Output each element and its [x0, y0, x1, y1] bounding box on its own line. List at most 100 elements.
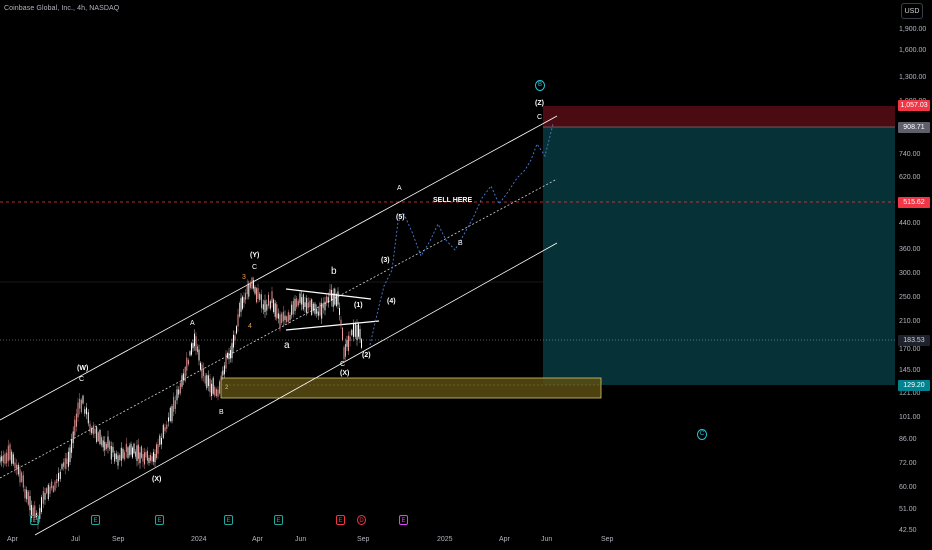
candle-body [184, 367, 186, 382]
earnings-marker-icon[interactable]: E [336, 515, 345, 525]
candle-body [254, 287, 256, 294]
price-tick-label: 620.00 [899, 174, 921, 181]
candle-body [299, 293, 301, 303]
candle-body [147, 450, 148, 461]
candle-body [77, 402, 79, 418]
candle-body [132, 447, 133, 458]
candle-body [115, 453, 117, 459]
triangle-lower-line[interactable] [285, 320, 380, 331]
wave-label: (X) [340, 370, 350, 377]
candle-body [248, 283, 250, 297]
candle-body [214, 387, 216, 396]
candle-body [32, 507, 34, 516]
earnings-marker-icon[interactable]: E [224, 515, 233, 525]
candle-body [17, 464, 19, 475]
earnings-marker-icon[interactable]: E [399, 515, 408, 525]
candle-body [16, 464, 18, 470]
candle-body [189, 351, 191, 356]
candle-body [354, 323, 356, 337]
candle-body [91, 428, 93, 434]
candle-body [181, 375, 183, 387]
sell-price-badge: 515.62 [898, 197, 930, 208]
time-label: Jul [71, 536, 80, 543]
candle-body [161, 438, 162, 445]
triangle-upper-line[interactable] [285, 288, 372, 300]
candle-body [166, 424, 168, 429]
candle-body [345, 344, 346, 357]
earnings-marker-icon[interactable]: E [274, 515, 283, 525]
candle-body [269, 301, 271, 309]
candle-body [169, 407, 171, 421]
wave-label: B [219, 409, 224, 416]
currency-button[interactable]: USD [901, 3, 923, 19]
channel-lower-line[interactable] [34, 242, 558, 536]
wave-label: (W) [77, 365, 89, 372]
circled-wave-c-icon: C [697, 429, 707, 440]
candle-body [22, 475, 24, 488]
candle-body [6, 452, 8, 464]
candle-body [151, 456, 153, 462]
candle-body [1, 456, 3, 462]
candle-body [340, 319, 342, 326]
time-label: 2025 [437, 536, 453, 543]
wave-label: a [284, 340, 290, 351]
candle-body [281, 313, 283, 323]
wave-label: (1) [354, 302, 363, 309]
earnings-marker-icon[interactable]: E [155, 515, 164, 525]
candle-body [178, 389, 180, 395]
candle-body [102, 440, 104, 448]
candle-body [71, 439, 73, 453]
candle-body [84, 409, 86, 414]
time-label: Jun [541, 536, 553, 543]
candle-body [294, 298, 296, 311]
candle-body [296, 298, 298, 307]
candle-body [198, 349, 200, 361]
split-marker-icon[interactable]: D [357, 515, 366, 525]
candle-body [156, 444, 157, 458]
channel-upper-line[interactable] [0, 115, 558, 421]
candle-body [124, 452, 126, 460]
candle-body [63, 462, 65, 467]
candle-body [129, 445, 130, 456]
candle-body [120, 447, 122, 461]
candle-body [326, 296, 328, 303]
candle-body [231, 343, 233, 359]
candle-body [49, 486, 51, 494]
candle-body [194, 333, 195, 347]
candle-body [127, 447, 129, 458]
earnings-marker-icon[interactable]: E [30, 515, 39, 525]
candle-body [7, 445, 9, 461]
candle-body [259, 293, 261, 300]
candle-body [174, 400, 176, 409]
candle-body [309, 300, 311, 307]
candle-body [110, 446, 112, 460]
candle-body [187, 360, 189, 365]
wave-label: (3) [381, 257, 390, 264]
candle-body [217, 389, 219, 397]
svg-text:2: 2 [225, 385, 229, 391]
candle-body [276, 304, 278, 319]
candle-body [107, 436, 109, 448]
candle-body [319, 303, 321, 316]
wave-label: A [397, 185, 402, 192]
candle-body [117, 455, 119, 466]
candle-body [80, 399, 82, 412]
candle-body [243, 297, 245, 303]
earnings-marker-icon[interactable]: E [91, 515, 100, 525]
candle-body [246, 284, 248, 294]
candle-body [230, 350, 231, 359]
candle-body [343, 347, 345, 360]
candle-body [197, 346, 198, 352]
candle-body [168, 417, 169, 422]
candle-body [195, 336, 197, 351]
candle-body [130, 443, 132, 455]
candle-body [66, 458, 68, 464]
candle-body [72, 431, 74, 444]
candle-body [39, 507, 41, 519]
candle-body [225, 353, 227, 369]
channel-median-line[interactable] [0, 178, 558, 479]
price-tick-label: 250.00 [899, 294, 921, 301]
candle-body [94, 428, 96, 434]
candle-body [329, 289, 331, 297]
